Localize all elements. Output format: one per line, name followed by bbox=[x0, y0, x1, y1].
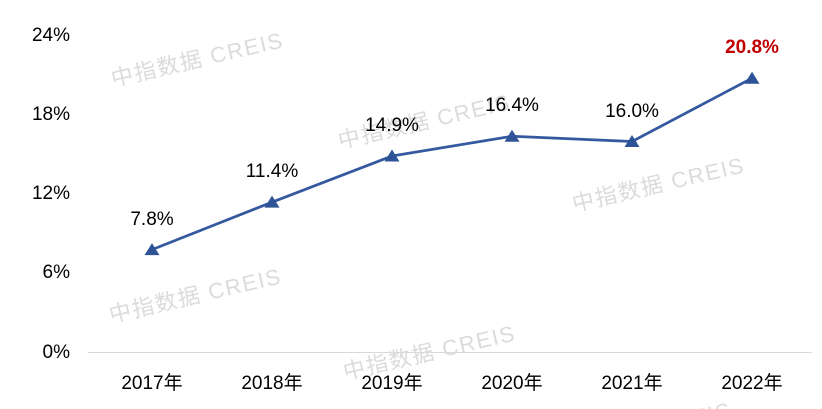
data-point-marker bbox=[744, 71, 760, 84]
data-point-marker bbox=[264, 195, 280, 208]
data-point-marker bbox=[504, 129, 520, 142]
data-point-marker bbox=[624, 135, 640, 147]
series-line bbox=[150, 76, 754, 252]
data-point-marker bbox=[384, 149, 400, 162]
data-point-marker bbox=[144, 243, 160, 256]
